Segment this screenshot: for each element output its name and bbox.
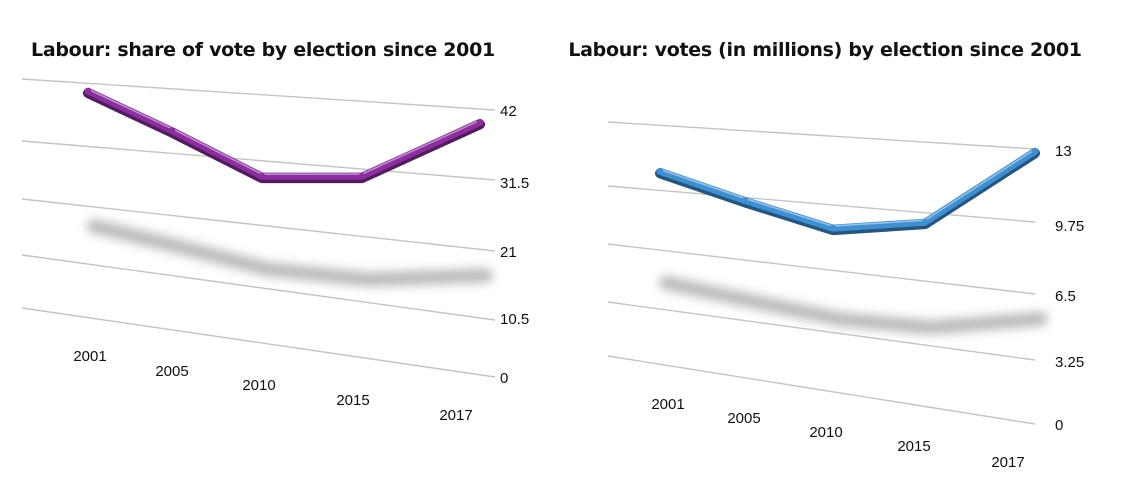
y-tick-label: 0	[1055, 417, 1063, 434]
y-tick-label: 42	[500, 103, 517, 120]
line-shadow	[659, 275, 1048, 335]
series-shadow	[87, 219, 493, 287]
data-point-2005	[741, 197, 749, 204]
gridline	[607, 185, 1036, 223]
x-tick-label: 2005	[155, 363, 188, 380]
series-shadow	[659, 275, 1048, 335]
x-tick-label: 2010	[242, 377, 275, 394]
y-tick-label: 31.5	[500, 175, 529, 192]
chart-vote-share: Labour: share of vote by election since …	[21, 39, 529, 424]
gridlines	[21, 78, 496, 378]
gridlines	[607, 121, 1036, 425]
series-line	[655, 147, 1040, 236]
y-tick-label: 0	[500, 370, 508, 387]
gridline	[21, 198, 496, 252]
data-point-2001	[84, 87, 92, 95]
data-point-2017	[1031, 148, 1039, 155]
chart-title: Labour: share of vote by election since …	[31, 39, 495, 61]
x-tick-label: 2001	[73, 348, 106, 365]
chart-title: Labour: votes (in millions) by election …	[568, 39, 1081, 61]
gridline	[607, 355, 1036, 425]
x-axis-ticks: 2001 2005 2010 2015 2017	[651, 396, 1024, 471]
y-tick-label: 13	[1055, 143, 1072, 160]
chart-vote-count: Labour: votes (in millions) by election …	[568, 39, 1084, 471]
gridline	[21, 78, 496, 111]
series-line-depth	[83, 88, 485, 184]
x-tick-label: 2017	[439, 407, 472, 424]
y-axis-ticks: 0 10.5 21 31.5 42	[500, 103, 529, 387]
gridline	[21, 307, 496, 378]
data-point-2010	[829, 224, 837, 232]
series-line	[84, 87, 484, 180]
y-tick-label: 9.75	[1055, 218, 1084, 235]
x-tick-label: 2005	[727, 410, 760, 427]
series-line-highlight	[87, 88, 481, 175]
gridline	[607, 121, 1036, 150]
y-tick-label: 6.5	[1055, 288, 1076, 305]
data-point-2005	[168, 127, 176, 134]
gridline	[21, 140, 496, 181]
line-shadow	[87, 219, 493, 287]
data-point-2017	[476, 119, 484, 126]
y-tick-label: 10.5	[500, 311, 529, 328]
series-line	[83, 87, 485, 184]
x-tick-label: 2015	[897, 438, 930, 455]
x-tick-label: 2001	[651, 396, 684, 413]
gridline	[21, 254, 496, 321]
data-point-2001	[656, 168, 664, 175]
y-axis-ticks: 0 3.25 6.5 9.75 13	[1055, 143, 1084, 434]
x-tick-label: 2017	[991, 454, 1024, 471]
x-tick-label: 2015	[336, 392, 369, 409]
data-point-2015	[358, 172, 366, 180]
x-tick-label: 2010	[809, 424, 842, 441]
x-axis-ticks: 2001 2005 2010 2015 2017	[73, 348, 472, 424]
y-tick-label: 21	[500, 244, 517, 261]
gridline	[607, 243, 1036, 295]
y-tick-label: 3.25	[1055, 354, 1084, 371]
gridline	[607, 301, 1036, 361]
data-point-2010	[258, 172, 266, 180]
data-point-2015	[921, 218, 929, 226]
